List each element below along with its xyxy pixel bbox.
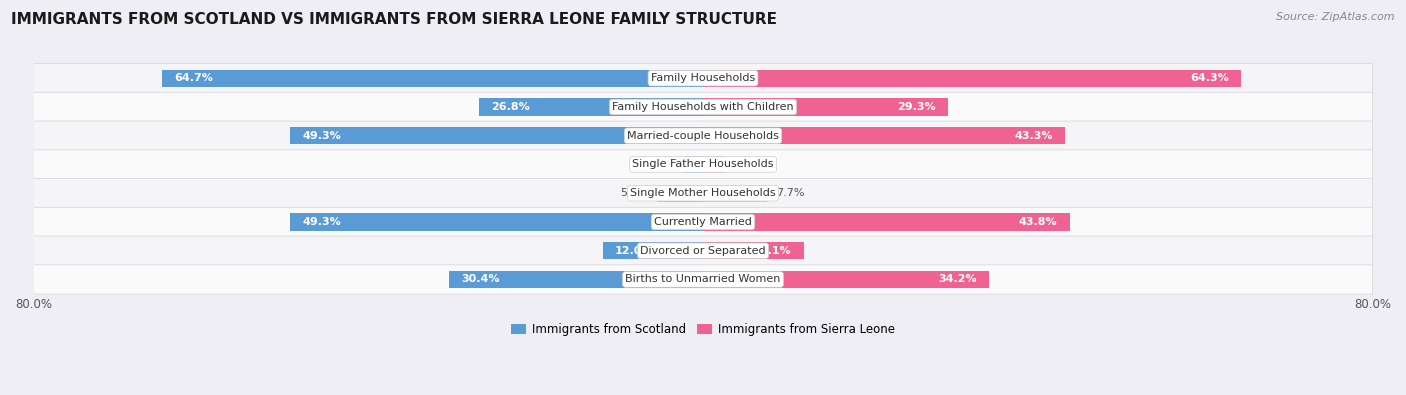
Text: Single Father Households: Single Father Households: [633, 160, 773, 169]
Text: Divorced or Separated: Divorced or Separated: [640, 246, 766, 256]
Bar: [703, 127, 1066, 144]
Bar: [162, 70, 703, 87]
Text: Family Households: Family Households: [651, 73, 755, 83]
Bar: [703, 213, 1070, 231]
Bar: [449, 271, 703, 288]
Bar: [703, 156, 724, 173]
Bar: [478, 98, 703, 116]
FancyBboxPatch shape: [34, 236, 1372, 265]
Legend: Immigrants from Scotland, Immigrants from Sierra Leone: Immigrants from Scotland, Immigrants fro…: [506, 318, 900, 340]
Bar: [703, 271, 990, 288]
Text: 12.1%: 12.1%: [754, 246, 792, 256]
Bar: [703, 98, 948, 116]
Bar: [657, 184, 703, 202]
Text: 49.3%: 49.3%: [302, 131, 342, 141]
Bar: [703, 184, 768, 202]
Text: Family Households with Children: Family Households with Children: [612, 102, 794, 112]
Text: 64.7%: 64.7%: [174, 73, 212, 83]
Text: 12.0%: 12.0%: [616, 246, 654, 256]
Text: 43.8%: 43.8%: [1018, 217, 1057, 227]
Text: 7.7%: 7.7%: [776, 188, 804, 198]
FancyBboxPatch shape: [34, 179, 1372, 208]
Text: IMMIGRANTS FROM SCOTLAND VS IMMIGRANTS FROM SIERRA LEONE FAMILY STRUCTURE: IMMIGRANTS FROM SCOTLAND VS IMMIGRANTS F…: [11, 12, 778, 27]
Text: Single Mother Households: Single Mother Households: [630, 188, 776, 198]
Text: 29.3%: 29.3%: [897, 102, 935, 112]
Text: 2.1%: 2.1%: [648, 160, 678, 169]
Bar: [291, 127, 703, 144]
FancyBboxPatch shape: [34, 121, 1372, 150]
Text: 64.3%: 64.3%: [1189, 73, 1229, 83]
FancyBboxPatch shape: [34, 207, 1372, 237]
Text: Currently Married: Currently Married: [654, 217, 752, 227]
FancyBboxPatch shape: [34, 92, 1372, 122]
Text: 2.5%: 2.5%: [733, 160, 761, 169]
Text: 26.8%: 26.8%: [491, 102, 530, 112]
Bar: [686, 156, 703, 173]
Bar: [703, 242, 804, 260]
Bar: [703, 70, 1241, 87]
FancyBboxPatch shape: [34, 64, 1372, 93]
Text: Married-couple Households: Married-couple Households: [627, 131, 779, 141]
Text: 49.3%: 49.3%: [302, 217, 342, 227]
Text: 43.3%: 43.3%: [1014, 131, 1053, 141]
Text: Source: ZipAtlas.com: Source: ZipAtlas.com: [1277, 12, 1395, 22]
Bar: [291, 213, 703, 231]
FancyBboxPatch shape: [34, 150, 1372, 179]
FancyBboxPatch shape: [34, 265, 1372, 294]
Bar: [603, 242, 703, 260]
Text: Births to Unmarried Women: Births to Unmarried Women: [626, 275, 780, 284]
Text: 5.5%: 5.5%: [620, 188, 648, 198]
Text: 34.2%: 34.2%: [938, 275, 977, 284]
Text: 30.4%: 30.4%: [461, 275, 499, 284]
